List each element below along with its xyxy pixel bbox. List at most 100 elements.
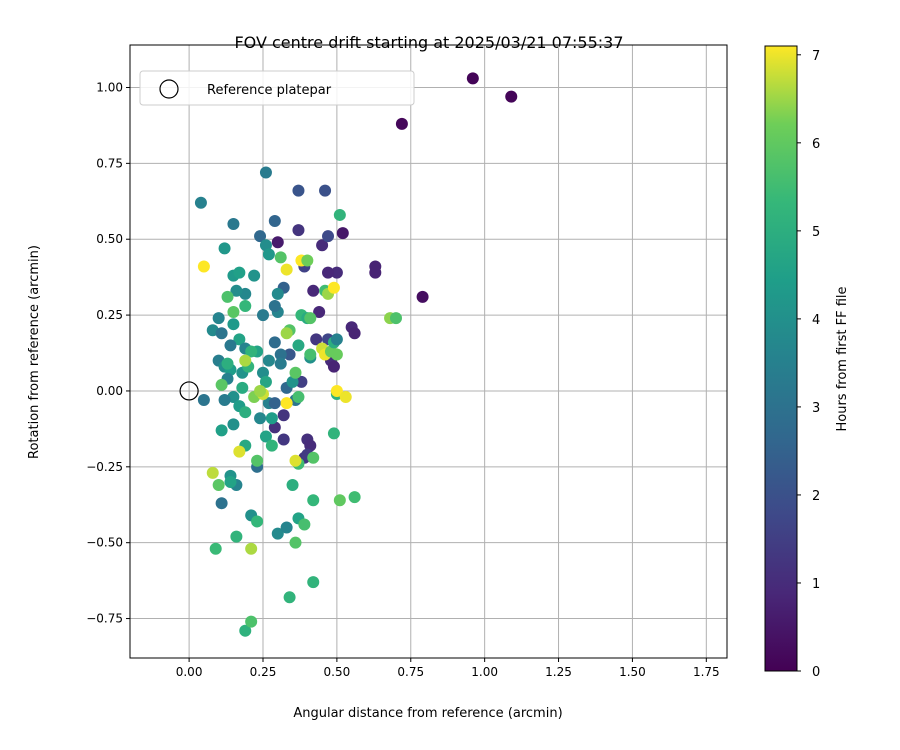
colorbar-tick-label: 3 [812, 401, 820, 416]
data-point [289, 454, 302, 467]
data-point [215, 424, 228, 437]
x-tick-label: 0.00 [176, 665, 203, 679]
x-tick-label: 1.75 [693, 665, 720, 679]
data-point [197, 394, 210, 407]
data-point [395, 117, 408, 130]
data-point [307, 576, 320, 589]
data-point [233, 266, 246, 279]
colorbar-tick-label: 7 [812, 49, 820, 64]
plot-frame [129, 44, 728, 659]
data-point [416, 290, 429, 303]
data-point [268, 215, 281, 228]
data-point [265, 412, 278, 425]
data-point [283, 348, 296, 361]
colorbar-tick-label: 4 [812, 313, 820, 328]
data-point [292, 224, 305, 237]
data-points [194, 72, 518, 637]
data-point [280, 263, 293, 276]
data-point [194, 196, 207, 209]
data-point [206, 466, 219, 479]
data-point [307, 494, 320, 507]
x-axis-ticks: 0.00 0.25 0.50 0.75 1.00 1.25 1.50 1.75 [176, 658, 720, 679]
data-point [236, 381, 249, 394]
data-point [245, 345, 258, 358]
colorbar-tick-label: 1 [812, 577, 820, 592]
data-point [227, 218, 240, 231]
data-point [254, 384, 267, 397]
data-point [262, 248, 275, 261]
data-point [224, 475, 237, 488]
colorbar: 0 1 2 3 4 5 6 7 Hours from first FF file [764, 45, 850, 680]
data-point [277, 433, 290, 446]
data-point [286, 479, 299, 492]
data-point [280, 397, 293, 410]
data-point [348, 327, 361, 340]
y-tick-label: −0.50 [86, 536, 123, 550]
data-point [212, 312, 225, 325]
data-point [304, 312, 317, 325]
data-point [316, 239, 329, 252]
data-point [322, 266, 335, 279]
y-tick-label: −0.25 [86, 460, 123, 474]
x-tick-label: 0.25 [250, 665, 277, 679]
data-point [295, 375, 308, 388]
colorbar-ticks: 0 1 2 3 4 5 6 7 [797, 49, 820, 680]
data-point [289, 536, 302, 549]
data-point [218, 242, 231, 255]
data-point [227, 318, 240, 331]
data-point [221, 357, 234, 370]
data-point [327, 360, 340, 373]
x-tick-label: 1.25 [545, 665, 572, 679]
data-point [274, 251, 287, 264]
legend-entry-reference-platepar: Reference platepar [207, 83, 332, 98]
y-axis-label: Rotation from reference (arcmin) [27, 245, 42, 459]
data-point [254, 230, 267, 243]
data-point [239, 299, 252, 312]
data-point [212, 479, 225, 492]
data-point [330, 348, 343, 361]
data-point [505, 90, 518, 103]
data-point [289, 366, 302, 379]
y-tick-label: 0.50 [96, 232, 123, 246]
colorbar-tick-label: 0 [812, 665, 820, 680]
x-axis-label: Angular distance from reference (arcmin) [293, 706, 562, 721]
data-point [215, 378, 228, 391]
legend: Reference platepar [139, 70, 415, 106]
data-point [339, 391, 352, 404]
data-point [298, 518, 311, 531]
x-tick-label: 1.50 [619, 665, 646, 679]
colorbar-tick-label: 5 [812, 225, 820, 240]
data-point [230, 284, 243, 297]
data-point [245, 615, 258, 628]
data-point [256, 309, 269, 322]
data-point [280, 521, 293, 534]
legend-open-circle-icon [159, 79, 179, 99]
data-point [319, 184, 332, 197]
colorbar-label: Hours from first FF file [835, 286, 850, 431]
data-point [233, 445, 246, 458]
data-point [313, 306, 326, 319]
data-point [259, 239, 272, 252]
data-point [369, 266, 382, 279]
data-point [259, 166, 272, 179]
legend-box [139, 70, 415, 106]
data-point [259, 430, 272, 443]
colorbar-gradient [764, 45, 798, 672]
data-point [254, 412, 267, 425]
data-point [218, 394, 231, 407]
y-axis-ticks: 1.00 0.75 0.50 0.25 0.00 −0.25 −0.50 −0.75 [86, 80, 130, 626]
data-point [389, 312, 402, 325]
data-point [292, 391, 305, 404]
data-point [330, 333, 343, 346]
data-point [327, 427, 340, 440]
data-point [304, 348, 317, 361]
data-point [251, 454, 264, 467]
data-point [268, 336, 281, 349]
data-point [271, 527, 284, 540]
data-point [197, 260, 210, 273]
data-point [330, 266, 343, 279]
data-point [227, 306, 240, 319]
data-point [280, 327, 293, 340]
data-point [333, 208, 346, 221]
data-point [227, 418, 240, 431]
